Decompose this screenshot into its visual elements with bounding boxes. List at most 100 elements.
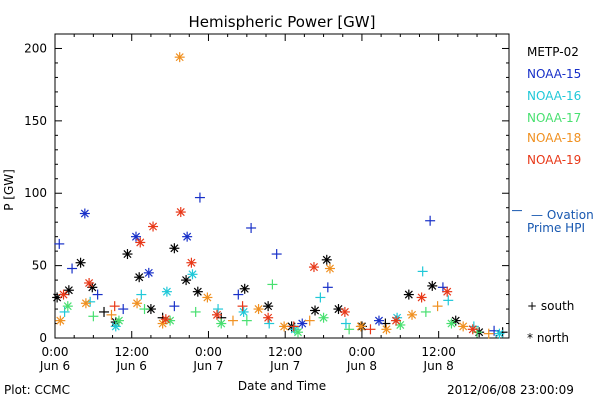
plot-timestamp: 2012/06/08 23:00:09 (447, 383, 574, 397)
north-point-noaa-18 (80, 298, 91, 309)
south-point-noaa-16 (443, 295, 454, 306)
south-point-noaa-18 (106, 309, 117, 320)
south-point-noaa-19 (288, 321, 299, 332)
north-point-noaa-17 (318, 312, 329, 323)
legend-ovation-line2: Prime HPI (527, 221, 585, 235)
x-tick-label-date: Jun 6 (39, 359, 70, 373)
legend-item-metp-02: METP-02 (527, 45, 579, 59)
south-point-noaa-15 (233, 289, 244, 300)
legend-ovation-line1: — Ovation (531, 208, 594, 222)
south-point-noaa-17 (267, 279, 278, 290)
south-point-noaa-15 (54, 238, 65, 249)
south-point-noaa-18 (227, 315, 238, 326)
north-point-noaa-18 (253, 304, 264, 315)
south-point-metp-02 (99, 306, 110, 317)
legend-item-noaa-17: NOAA-17 (527, 111, 582, 125)
north-point-noaa-16 (161, 286, 172, 297)
north-point-noaa-17 (165, 315, 176, 326)
south-point-noaa-15 (425, 215, 436, 226)
north-point-noaa-16 (494, 328, 505, 339)
south-point-noaa-15 (271, 249, 282, 260)
south-point-noaa-15 (437, 282, 448, 293)
north-point-noaa-16 (187, 269, 198, 280)
south-point-noaa-17 (344, 324, 355, 335)
north-point-metp-02 (403, 289, 414, 300)
north-point-metp-02 (310, 305, 321, 316)
south-point-noaa-15 (246, 222, 257, 233)
south-point-noaa-17 (88, 311, 99, 322)
north-point-noaa-18 (324, 263, 335, 274)
south-point-noaa-15 (194, 192, 205, 203)
south-point-noaa-19 (365, 324, 376, 335)
x-tick-label-date: Jun 6 (116, 359, 147, 373)
north-point-metp-02 (75, 257, 86, 268)
north-point-noaa-19 (391, 315, 402, 326)
south-point-noaa-15 (92, 289, 103, 300)
legend-north-marker: * north (527, 331, 570, 345)
north-point-noaa-19 (175, 207, 186, 218)
y-tick-label: 200 (24, 41, 47, 55)
plot-credit: Plot: CCMC (4, 383, 70, 397)
north-point-metp-02 (169, 243, 180, 254)
north-point-noaa-18 (381, 324, 392, 335)
north-point-noaa-19 (467, 324, 478, 335)
y-tick-label: 100 (24, 186, 47, 200)
south-point-noaa-18 (483, 328, 494, 339)
south-point-noaa-19 (109, 301, 120, 312)
y-tick-label: 150 (24, 114, 47, 128)
north-point-metp-02 (87, 282, 98, 293)
y-axis-label: P [GW] (2, 169, 16, 211)
south-point-noaa-16 (213, 304, 224, 315)
north-point-noaa-18 (355, 321, 366, 332)
north-point-noaa-19 (84, 277, 95, 288)
north-point-noaa-19 (263, 312, 274, 323)
north-point-metp-02 (321, 254, 332, 265)
south-point-noaa-19 (237, 301, 248, 312)
north-point-noaa-17 (292, 327, 303, 338)
north-point-noaa-17 (446, 318, 457, 329)
x-tick-label-date: Jun 7 (192, 359, 223, 373)
north-point-noaa-17 (216, 318, 227, 329)
south-point-noaa-15 (322, 282, 333, 293)
north-point-metp-02 (239, 283, 250, 294)
north-point-noaa-17 (62, 301, 73, 312)
legend-item-noaa-15: NOAA-15 (527, 67, 582, 81)
x-axis-label: Date and Time (238, 379, 326, 393)
north-point-noaa-19 (442, 286, 453, 297)
north-point-noaa-18 (458, 321, 469, 332)
north-point-noaa-19 (308, 262, 319, 273)
north-point-noaa-19 (416, 292, 427, 303)
north-point-noaa-15 (130, 231, 141, 242)
north-point-metp-02 (427, 280, 438, 291)
north-point-noaa-18 (202, 292, 213, 303)
plot-frame (54, 33, 510, 339)
south-point-noaa-15 (489, 325, 500, 336)
north-point-metp-02 (192, 286, 203, 297)
north-point-noaa-18 (55, 315, 66, 326)
legend-item-noaa-19: NOAA-19 (527, 153, 582, 167)
south-point-noaa-15 (67, 263, 78, 274)
north-point-metp-02 (134, 272, 145, 283)
x-tick-label-date: Jun 8 (423, 359, 454, 373)
y-tick-label: 50 (32, 259, 47, 273)
south-point-noaa-18 (432, 301, 443, 312)
x-tick-label-date: Jun 7 (269, 359, 300, 373)
north-point-noaa-18 (279, 321, 290, 332)
north-point-noaa-15 (297, 318, 308, 329)
north-point-noaa-18 (174, 52, 185, 63)
x-tick-label-date: Jun 8 (346, 359, 377, 373)
south-point-noaa-17 (241, 315, 252, 326)
x-tick-label-time: 12:00 (268, 345, 303, 359)
south-point-noaa-16 (264, 318, 275, 329)
south-point-noaa-18 (304, 315, 315, 326)
south-point-noaa-16 (417, 266, 428, 277)
data-points (52, 52, 508, 339)
south-point-noaa-16 (315, 292, 326, 303)
north-point-noaa-16 (110, 321, 121, 332)
south-point-noaa-16 (340, 318, 351, 329)
legend-item-noaa-16: NOAA-16 (527, 89, 582, 103)
south-point-noaa-15 (169, 301, 180, 312)
north-point-noaa-19 (58, 289, 69, 300)
y-axis: 0 50 100 150 200 (24, 33, 509, 345)
